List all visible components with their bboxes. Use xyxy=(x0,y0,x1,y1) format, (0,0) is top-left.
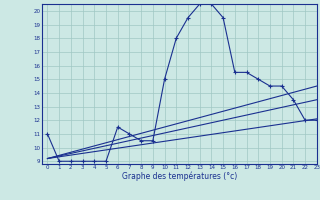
X-axis label: Graphe des températures (°c): Graphe des températures (°c) xyxy=(122,172,237,181)
